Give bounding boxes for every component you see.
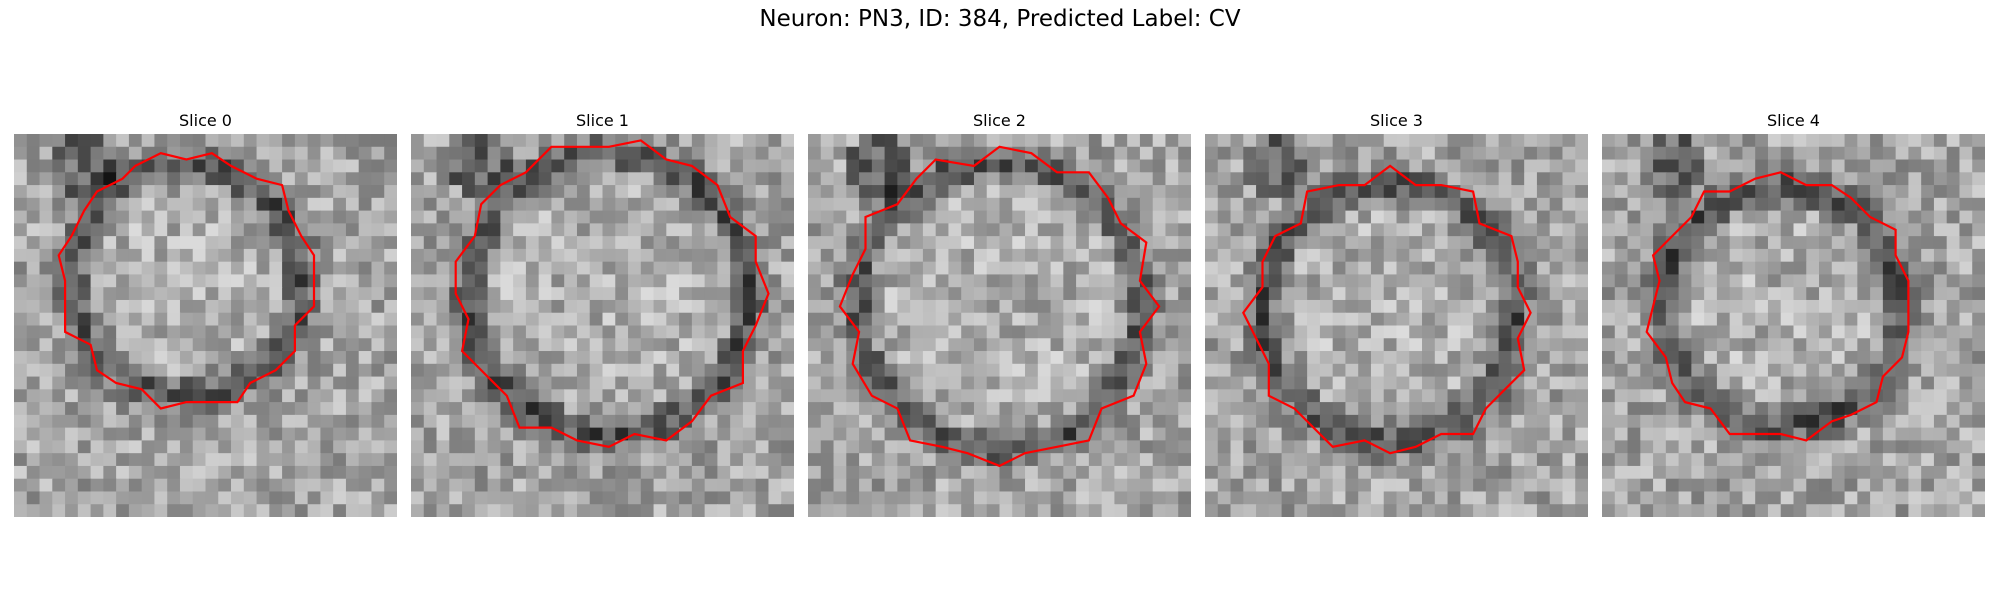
slice-image (1205, 134, 1588, 517)
segmentation-outline (1645, 171, 1910, 442)
slice-image (411, 134, 794, 517)
slice-title: Slice 0 (179, 111, 232, 130)
segmentation-outline (1242, 164, 1532, 455)
slice-title: Slice 3 (1370, 111, 1423, 130)
segmentation-outline (454, 139, 770, 448)
slice-title: Slice 2 (973, 111, 1026, 130)
slice-image (14, 134, 397, 517)
slice-image (1602, 134, 1985, 517)
segmentation-outline (838, 145, 1161, 468)
figure-title: Neuron: PN3, ID: 384, Predicted Label: C… (759, 6, 1241, 32)
slice-title: Slice 1 (576, 111, 629, 130)
slice-image (808, 134, 1191, 517)
slice-title: Slice 4 (1767, 111, 1820, 130)
segmentation-outline (57, 152, 316, 410)
